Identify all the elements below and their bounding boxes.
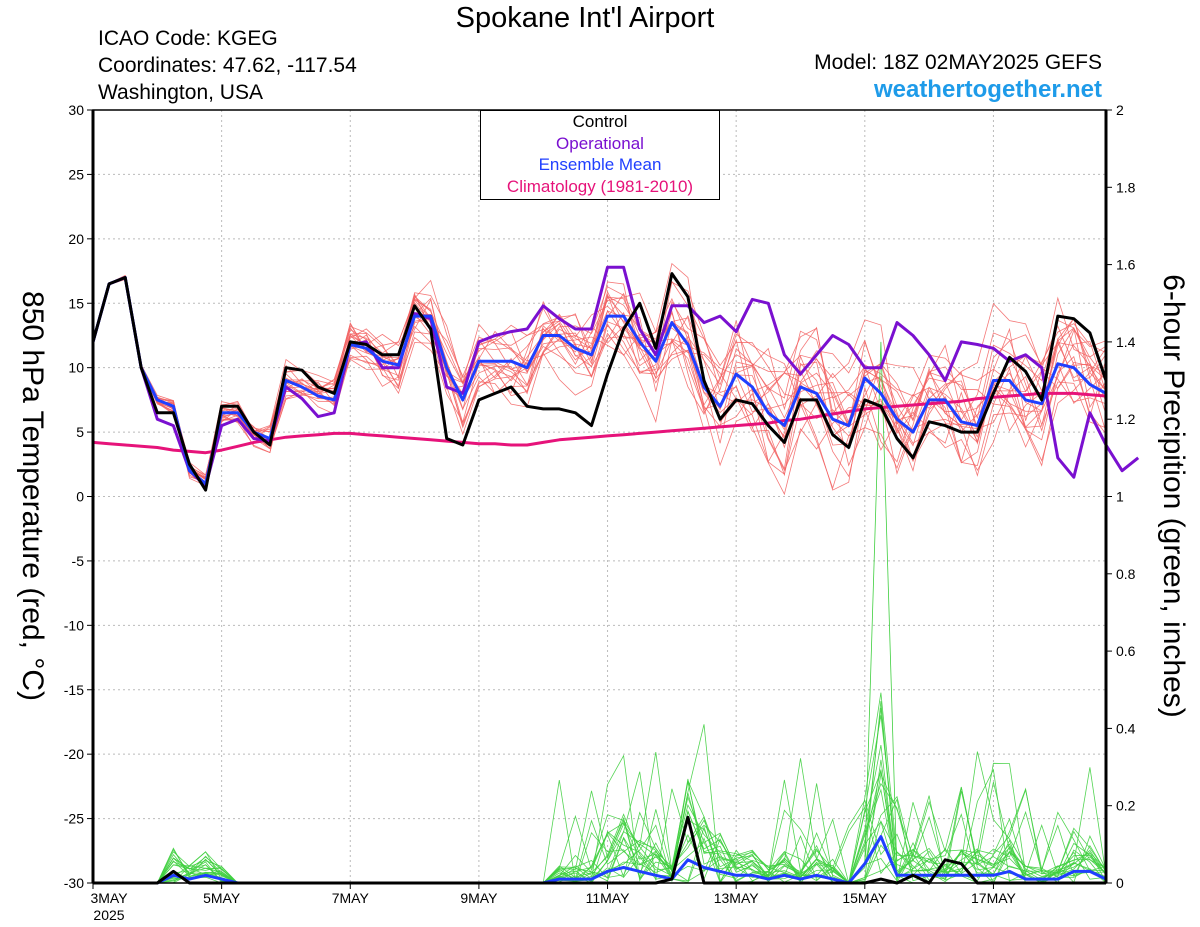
y2-tick-label: 0.6	[1116, 643, 1136, 659]
y-tick-label: -10	[64, 617, 84, 633]
y-tick-label: -5	[72, 553, 85, 569]
y2-tick-label: 1.6	[1116, 257, 1136, 273]
y-tick-label: 25	[68, 166, 84, 182]
region: Washington, USA	[98, 81, 263, 104]
temp-member-line	[92, 278, 1107, 496]
legend: Control Operational Ensemble Mean Climat…	[480, 110, 720, 200]
y2-tick-label: 2	[1116, 102, 1124, 118]
temp-member-line	[92, 276, 1107, 480]
y2-tick-label: 0.4	[1116, 720, 1136, 736]
y-tick-label: 0	[76, 489, 84, 505]
temp-member-line	[92, 275, 1107, 478]
y2-tick-label: 0	[1116, 875, 1124, 891]
temp-member-line	[92, 275, 1107, 480]
y2-tick-label: 1.4	[1116, 334, 1136, 350]
ensemble-mean-temp-line	[91, 276, 1107, 486]
x-tick-label: 7MAY	[332, 890, 370, 906]
y-tick-label: 30	[68, 102, 84, 118]
y-axis-label-left: 850 hPa Temperature (red, °C)	[16, 291, 49, 701]
y-tick-label: 5	[76, 424, 84, 440]
y2-tick-label: 0.8	[1116, 566, 1136, 582]
x-tick-label: 9MAY	[460, 890, 498, 906]
x-tick-label: 13MAY	[714, 890, 760, 906]
y-tick-label: -30	[64, 875, 84, 891]
axes: -30-25-20-15-10-505101520253000.20.40.60…	[64, 102, 1136, 923]
y-tick-label: -15	[64, 682, 84, 698]
x-tick-label: 11MAY	[586, 890, 630, 906]
grid	[93, 110, 1106, 883]
x-tick-label: 5MAY	[203, 890, 241, 906]
y-axis-label-right: 6-hour Precipition (green, inches)	[1157, 274, 1190, 718]
icao-code: ICAO Code: KGEG	[98, 27, 278, 50]
y2-tick-label: 1	[1116, 489, 1124, 505]
legend-item-ensemble-mean: Ensemble Mean	[538, 155, 662, 174]
y-tick-label: -20	[64, 746, 84, 762]
y-tick-label: 20	[68, 231, 84, 247]
y2-tick-label: 1.2	[1116, 411, 1136, 427]
chart-title: Spokane Int'l Airport	[455, 2, 715, 34]
legend-item-operational: Operational	[556, 133, 644, 153]
operational-temp-line	[91, 265, 1140, 488]
legend-item-control: Control	[572, 112, 628, 131]
coordinates: Coordinates: 47.62, -117.54	[98, 54, 357, 77]
temp-member-line	[92, 275, 1107, 479]
x-tick-label: 17MAY	[971, 890, 1017, 906]
temp-member-line	[92, 276, 1107, 484]
model-run: Model: 18Z 02MAY2025 GEFS	[814, 51, 1102, 74]
site-link[interactable]: weathertogether.net	[873, 76, 1102, 103]
y2-tick-label: 1.8	[1116, 179, 1136, 195]
y-tick-label: 15	[68, 295, 84, 311]
x-tick-label: 3MAY	[90, 890, 128, 906]
y-tick-label: -25	[64, 811, 84, 827]
precip-member-line	[93, 692, 1107, 884]
x-tick-label: 15MAY	[842, 890, 888, 906]
legend-item-climatology: Climatology (1981-2010)	[506, 176, 694, 196]
control-temp-line	[91, 272, 1108, 492]
y2-tick-label: 0.2	[1116, 798, 1136, 814]
series-lines	[91, 265, 1140, 885]
y-tick-label: 10	[68, 360, 84, 376]
x-tick-sublabel: 2025	[93, 907, 124, 923]
